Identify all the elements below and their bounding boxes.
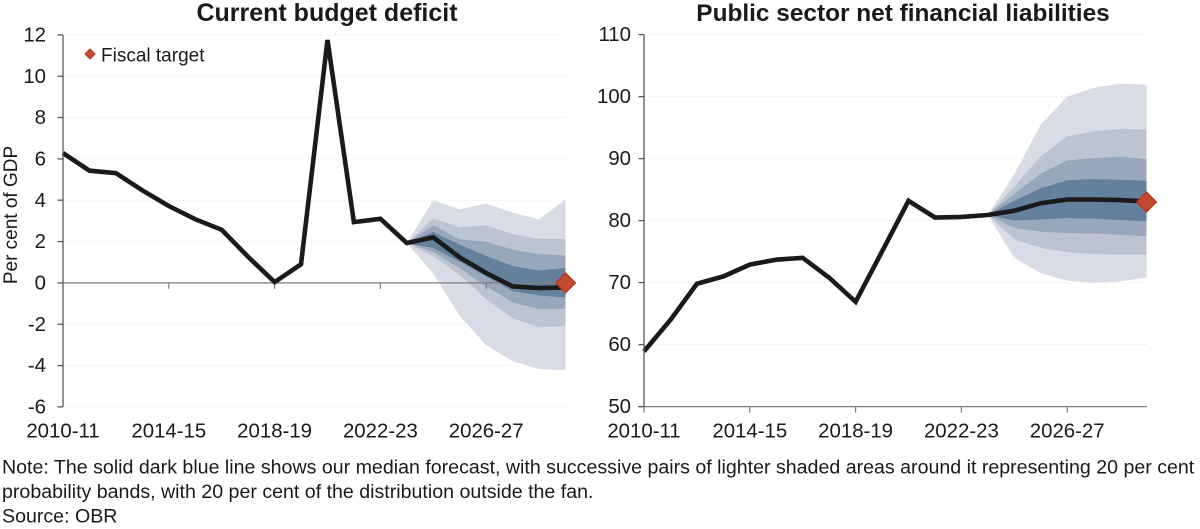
svg-text:8: 8 [35, 107, 46, 129]
svg-text:6: 6 [35, 149, 46, 171]
svg-text:Public sector net financial li: Public sector net financial liabilities [696, 0, 1109, 27]
svg-text:-2: -2 [28, 314, 46, 336]
svg-text:10: 10 [23, 66, 46, 88]
svg-text:90: 90 [608, 148, 631, 170]
svg-text:2014-15: 2014-15 [712, 420, 787, 442]
svg-text:2026-27: 2026-27 [1030, 420, 1105, 442]
svg-text:2010-11: 2010-11 [26, 420, 99, 442]
svg-text:2010-11: 2010-11 [607, 420, 680, 442]
svg-text:2018-19: 2018-19 [818, 420, 893, 442]
svg-text:0: 0 [35, 273, 46, 295]
svg-text:Source: OBR: Source: OBR [2, 506, 117, 528]
svg-text:2022-23: 2022-23 [343, 420, 418, 442]
svg-text:70: 70 [608, 272, 631, 294]
svg-text:80: 80 [608, 210, 631, 232]
svg-text:60: 60 [608, 334, 631, 356]
svg-text:Per cent of GDP: Per cent of GDP [1, 146, 22, 284]
svg-text:probability bands, with 20 per: probability bands, with 20 per cent of t… [2, 481, 593, 503]
svg-text:2014-15: 2014-15 [131, 420, 206, 442]
svg-text:50: 50 [608, 396, 631, 418]
svg-text:-6: -6 [28, 397, 46, 419]
svg-text:2018-19: 2018-19 [237, 420, 312, 442]
svg-text:-4: -4 [28, 355, 46, 377]
svg-text:2: 2 [35, 231, 46, 253]
svg-text:Fiscal target: Fiscal target [101, 46, 205, 67]
svg-text:12: 12 [23, 25, 46, 47]
svg-text:4: 4 [35, 190, 46, 212]
svg-text:110: 110 [598, 24, 631, 46]
svg-text:Note: The solid dark blue line: Note: The solid dark blue line shows our… [2, 457, 1195, 479]
svg-text:2022-23: 2022-23 [924, 420, 999, 442]
svg-text:2026-27: 2026-27 [449, 420, 524, 442]
svg-text:100: 100 [597, 86, 631, 108]
svg-text:Current budget deficit: Current budget deficit [196, 0, 458, 27]
